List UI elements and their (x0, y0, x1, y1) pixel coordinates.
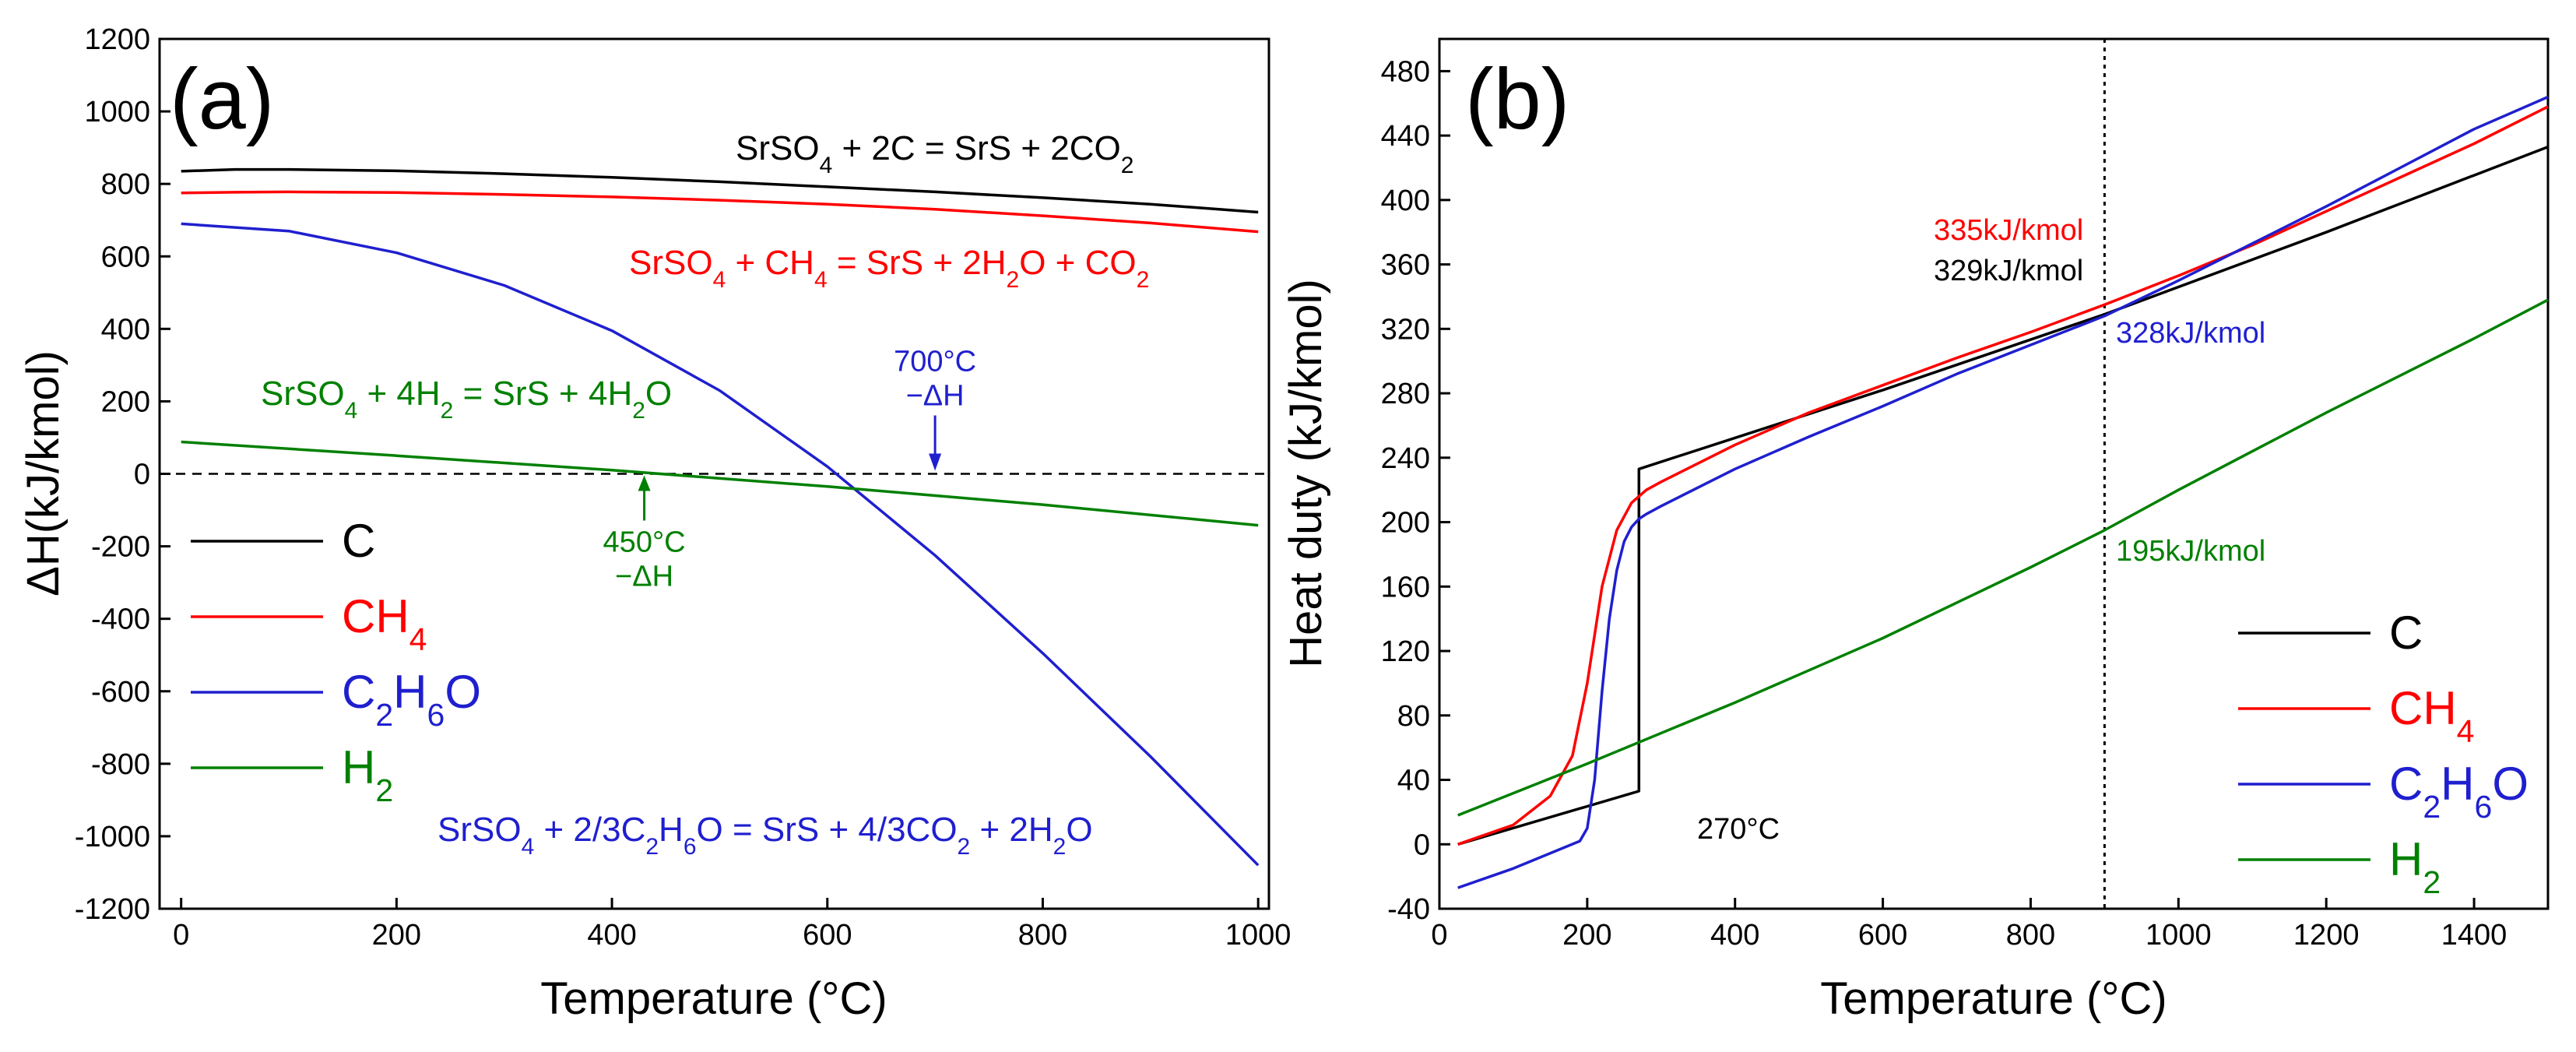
y-tick-label: -1000 (75, 821, 150, 853)
annotation-328: 328kJ/kmol (2116, 317, 2265, 350)
panel-a-series (160, 167, 1269, 867)
x-tick-label: 0 (1431, 919, 1447, 952)
panel-a-chart: (a) Temperature (°C) ΔH(kJ/kmol) SrSO4 +… (18, 23, 1291, 1024)
y-tick-label: -400 (91, 603, 150, 636)
y-tick-label: 600 (101, 241, 150, 273)
x-tick-label: 400 (1710, 919, 1759, 952)
x-tick-label: 600 (803, 919, 852, 952)
series-line-c (181, 167, 1259, 214)
y-tick-label: 360 (1381, 249, 1430, 282)
panel-b-x-axis-label: Temperature (°C) (1820, 973, 2167, 1024)
y-tick-label: 480 (1381, 55, 1430, 88)
legend-label-h2: H2 (342, 741, 393, 808)
panel-a-axis-ticks: 0 200 400 600 800 1000 -1200 -1000 -800 -600 -400 -… (75, 23, 1292, 952)
panel-b-series (1457, 39, 2549, 909)
panel-a-equation-ch4: SrSO4 + CH4 = SrS + 2H2O + CO2 (629, 244, 1149, 293)
y-tick-label: -600 (91, 676, 150, 709)
y-tick-label: 0 (1414, 829, 1430, 861)
panel-b-legend: C CH4 C2H6O H2 (2238, 607, 2529, 900)
x-tick-label: 1000 (2145, 919, 2212, 952)
y-tick-label: -200 (91, 531, 150, 564)
panel-a-y-axis-label: ΔH(kJ/kmol) (18, 350, 69, 596)
y-tick-label: 280 (1381, 378, 1430, 410)
x-tick-label: 200 (1562, 919, 1611, 952)
y-tick-label: 400 (1381, 185, 1430, 217)
y-tick-label: 200 (1381, 507, 1430, 540)
panel-a-equation-h2: SrSO4 + 4H2 = SrS + 4H2O (261, 375, 672, 424)
y-tick-label: -1200 (75, 893, 150, 926)
y-tick-label: 320 (1381, 313, 1430, 346)
series-line-c (1457, 145, 2549, 846)
panel-a-equation-c2h6o: SrSO4 + 2/3C2H6O = SrS + 4/3CO2 + 2H2O (438, 811, 1093, 860)
y-tick-label: 160 (1381, 571, 1430, 603)
y-tick-label: 40 (1397, 765, 1430, 797)
y-tick-label: 440 (1381, 120, 1430, 153)
series-line-ch4 (1457, 105, 2549, 846)
x-tick-label: 400 (587, 919, 636, 952)
x-tick-label: 1200 (2293, 919, 2360, 952)
annotation-270c: 270°C (1697, 813, 1780, 846)
annotation-450c-arrow-head (638, 475, 651, 491)
y-tick-label: 80 (1397, 700, 1430, 733)
y-tick-label: 240 (1381, 442, 1430, 475)
y-tick-label: -40 (1387, 893, 1430, 926)
panel-b-chart: (b) Temperature (°C) Heat duty (kJ/kmol)… (1281, 37, 2550, 1024)
y-tick-label: -800 (91, 748, 150, 781)
legend-label-ch4: CH4 (342, 590, 427, 657)
panel-b-y-axis-label: Heat duty (kJ/kmol) (1281, 279, 1331, 668)
legend-label-h2: H2 (2389, 833, 2441, 900)
y-tick-label: 0 (134, 459, 150, 491)
x-tick-label: 1000 (1225, 919, 1292, 952)
annotation-700c-dh: −ΔH (906, 380, 965, 413)
annotation-329: 329kJ/kmol (1934, 255, 2083, 287)
series-line-h2 (181, 440, 1259, 527)
series-line-c2h6o (181, 222, 1260, 867)
legend-label-c: C (2389, 607, 2423, 659)
y-tick-label: 800 (101, 168, 150, 201)
x-tick-label: 800 (2006, 919, 2055, 952)
panel-b-axis-ticks: 0 200 400 600 800 1000 1200 1400-40040801201602… (1381, 55, 2507, 952)
annotation-335: 335kJ/kmol (1934, 214, 2083, 247)
legend-label-c: C (342, 515, 375, 567)
legend-label-c2h6o: C2H6O (342, 666, 481, 733)
x-tick-label: 600 (1858, 919, 1907, 952)
annotation-450c-temp: 450°C (603, 526, 686, 559)
y-tick-label: 120 (1381, 635, 1430, 668)
legend-label-ch4: CH4 (2389, 682, 2474, 749)
panel-a-legend: C CH4 C2H6O H2 (191, 515, 481, 808)
series-line-ch4 (181, 190, 1259, 234)
annotation-450c-dh: −ΔH (615, 561, 673, 593)
panel-a-x-axis-label: Temperature (°C) (540, 973, 887, 1024)
series-line-c2h6o (1457, 95, 2549, 889)
annotation-700c-arrow-head (929, 453, 942, 471)
panel-a-label: (a) (170, 51, 274, 147)
legend-label-c2h6o: C2H6O (2389, 758, 2529, 825)
annotation-700c-temp: 700°C (894, 346, 976, 378)
panel-b-label: (b) (1465, 51, 1569, 147)
y-tick-label: 400 (101, 313, 150, 346)
annotation-195: 195kJ/kmol (2116, 535, 2265, 568)
y-tick-label: 1200 (84, 23, 150, 56)
x-tick-label: 800 (1018, 919, 1067, 952)
panel-b-plot-frame (1438, 37, 2550, 910)
x-tick-label: 0 (173, 919, 189, 952)
y-tick-label: 1000 (84, 96, 150, 128)
y-tick-label: 200 (101, 385, 150, 418)
series-line-h2 (1457, 298, 2549, 817)
x-tick-label: 200 (372, 919, 421, 952)
panel-a-eq-c: SrSO4 + 2C = SrS + 2CO2 (736, 129, 1133, 178)
panel-a-equation-c: SrSO4 + 2C = SrS + 2CO2 (736, 129, 1133, 178)
x-tick-label: 1400 (2441, 919, 2507, 952)
